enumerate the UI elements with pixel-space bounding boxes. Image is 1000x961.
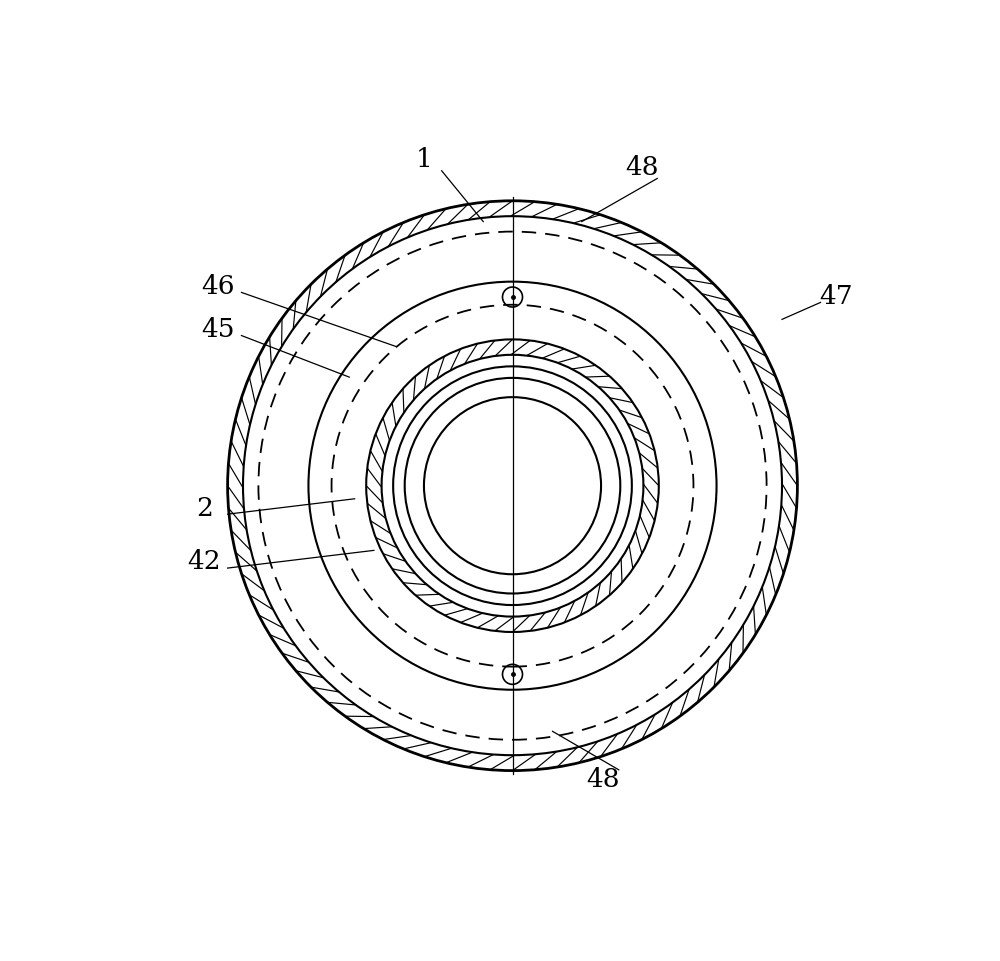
Text: 2: 2 [196,496,213,521]
Text: 48: 48 [625,155,659,180]
Text: 46: 46 [202,274,235,299]
Text: 48: 48 [587,767,620,792]
Text: 1: 1 [416,147,432,172]
Text: 47: 47 [819,283,853,308]
Text: 45: 45 [202,317,235,342]
Text: 42: 42 [188,550,221,575]
